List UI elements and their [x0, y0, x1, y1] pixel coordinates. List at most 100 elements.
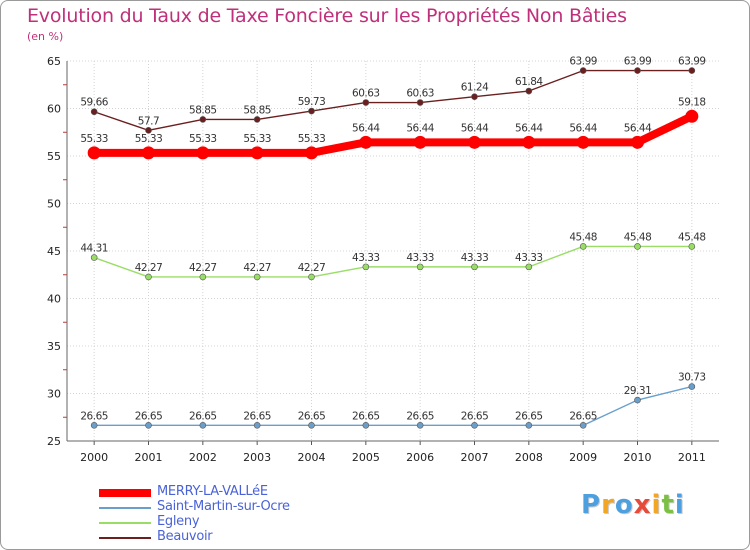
legend-label: MERRY-LA-VALLéE [157, 484, 268, 499]
chart-subtitle: (en %) [27, 30, 64, 43]
y-tick-label: 30 [47, 388, 61, 401]
data-point [196, 146, 210, 160]
logo-letter: i [651, 490, 662, 520]
data-label: 26.65 [298, 410, 326, 422]
y-tick-label: 60 [47, 103, 61, 116]
data-point [685, 109, 699, 123]
data-point [308, 107, 315, 115]
data-point [579, 67, 587, 74]
data-label: 26.65 [135, 410, 163, 422]
data-point [362, 263, 370, 271]
data-label: 55.33 [135, 133, 163, 145]
data-point [142, 146, 155, 160]
data-point [576, 135, 590, 149]
data-label: 26.65 [243, 410, 271, 422]
data-label: 61.24 [461, 82, 489, 94]
legend-swatch [99, 521, 151, 524]
data-point [199, 422, 207, 429]
x-tick-label: 2004 [298, 451, 326, 464]
y-tick-label: 25 [47, 435, 61, 448]
data-point [199, 116, 207, 123]
x-tick-label: 2008 [515, 451, 543, 464]
data-point [688, 243, 696, 250]
series-line [90, 112, 696, 157]
legend-label: Egleny [157, 514, 200, 529]
data-label: 43.33 [406, 252, 434, 264]
data-point [579, 243, 587, 250]
data-label: 56.44 [624, 122, 652, 134]
data-label: 42.27 [135, 262, 163, 274]
data-point [305, 146, 318, 160]
data-label: 45.48 [569, 231, 597, 243]
data-label: 56.44 [515, 122, 543, 134]
logo-letter: t [661, 490, 675, 520]
data-point [471, 263, 478, 271]
data-label: 55.33 [243, 133, 271, 145]
data-point [359, 135, 373, 149]
x-tick-label: 2009 [569, 451, 597, 464]
series-line [93, 69, 693, 132]
data-point [413, 135, 427, 149]
data-point [308, 422, 315, 429]
data-label: 55.33 [189, 133, 217, 145]
data-label: 42.27 [189, 262, 217, 274]
data-label: 56.44 [352, 122, 380, 134]
data-point [87, 146, 101, 160]
data-point [199, 273, 207, 281]
logo-letter: i [674, 490, 685, 520]
data-label: 26.65 [515, 410, 543, 422]
data-point [90, 422, 98, 429]
data-label: 55.33 [298, 133, 326, 145]
y-tick-label: 50 [47, 198, 61, 211]
legend-swatch [99, 506, 151, 509]
legend-label: Beauvoir [157, 529, 213, 544]
data-label: 43.33 [352, 252, 380, 264]
data-point [90, 254, 98, 261]
data-point [145, 422, 152, 429]
data-point [522, 135, 536, 149]
x-tick-label: 2006 [406, 451, 434, 464]
series-line [93, 385, 693, 427]
data-point [688, 67, 696, 74]
data-point [416, 422, 424, 429]
data-point [90, 108, 98, 116]
x-tick-label: 2005 [352, 451, 380, 464]
data-label: 30.73 [678, 372, 706, 384]
data-point [579, 422, 587, 429]
data-point [308, 273, 315, 281]
data-label: 26.65 [352, 410, 380, 422]
data-label: 43.33 [461, 252, 489, 264]
data-point [634, 243, 641, 250]
data-point [362, 422, 370, 429]
data-label: 56.44 [569, 122, 597, 134]
data-label: 56.44 [461, 122, 489, 134]
data-point [362, 99, 370, 106]
data-label: 43.33 [515, 252, 543, 264]
legend-label: Saint-Martin-sur-Ocre [157, 499, 290, 514]
data-point [253, 116, 261, 123]
legend-swatch [99, 488, 151, 497]
data-point [471, 93, 478, 101]
data-label: 59.66 [80, 97, 108, 109]
data-point [468, 135, 481, 149]
data-label: 26.65 [569, 410, 597, 422]
y-tick-label: 65 [47, 55, 61, 68]
data-label: 58.85 [243, 104, 271, 116]
x-tick-label: 2000 [80, 451, 108, 464]
y-tick-label: 55 [47, 150, 61, 163]
series-line [93, 245, 693, 278]
data-point [145, 273, 152, 281]
data-point [525, 87, 533, 95]
data-label: 44.31 [80, 243, 108, 255]
data-label: 61.84 [515, 76, 543, 88]
data-point [471, 422, 478, 429]
data-point [250, 146, 264, 160]
data-label: 63.99 [624, 56, 652, 68]
data-label: 42.27 [298, 262, 326, 274]
x-tick-label: 2003 [243, 451, 271, 464]
data-label: 26.65 [189, 410, 217, 422]
data-point [416, 263, 424, 271]
data-point [525, 263, 533, 271]
data-label: 45.48 [624, 231, 652, 243]
